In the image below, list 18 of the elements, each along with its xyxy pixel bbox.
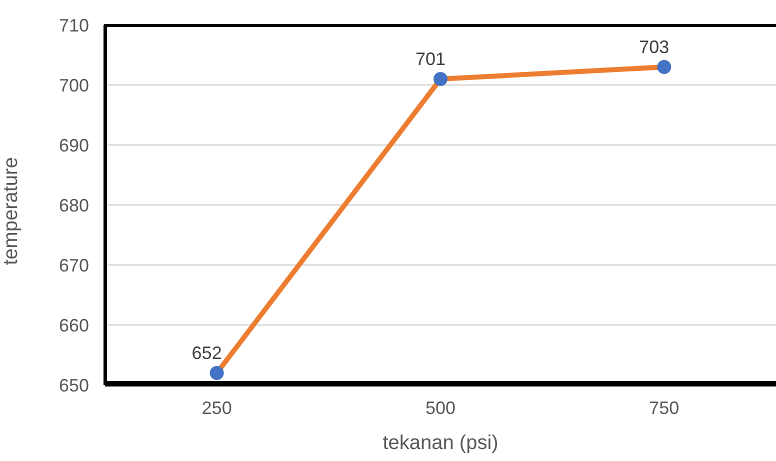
y-tick-label: 650 xyxy=(58,375,89,396)
x-axis-title: tekanan (psi) xyxy=(382,432,498,454)
x-tick-label: 250 xyxy=(202,398,232,418)
data-label: 652 xyxy=(192,343,222,363)
point xyxy=(210,366,224,380)
data-label: 703 xyxy=(639,37,670,57)
y-tick-label: 700 xyxy=(58,75,89,96)
y-axis-title: temperature xyxy=(0,157,22,265)
x-tick-label: 750 xyxy=(649,398,680,418)
y-tick-label: 710 xyxy=(58,15,89,36)
point xyxy=(434,72,448,86)
data-label: 701 xyxy=(415,49,446,69)
y-tick-label: 660 xyxy=(58,315,89,336)
point xyxy=(657,60,672,74)
y-tick-label: 690 xyxy=(58,135,89,156)
y-tick-label: 670 xyxy=(58,255,89,276)
x-tick-label: 500 xyxy=(425,398,456,418)
y-tick-label: 680 xyxy=(58,195,89,216)
